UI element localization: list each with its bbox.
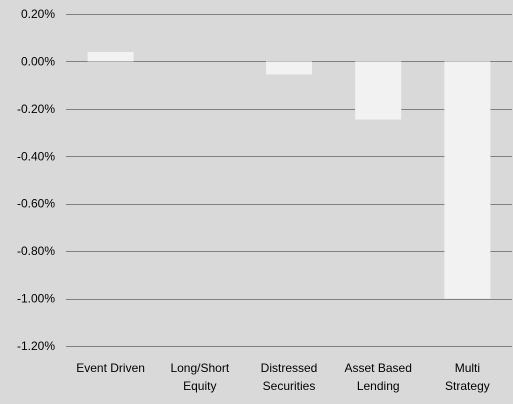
bars: [87, 51, 491, 299]
bar: [355, 61, 402, 120]
y-tick-label: -0.60%: [17, 197, 55, 211]
gridlines: [66, 14, 512, 347]
y-tick-label: -1.20%: [17, 339, 55, 353]
x-category-label: Event Driven: [76, 361, 145, 375]
y-tick-label: -0.40%: [17, 149, 55, 163]
bar: [444, 61, 491, 299]
x-category-label: Long/Short Equity: [170, 361, 229, 393]
x-axis-category-labels: Event Driven Long/Short Equity Distressed Se…: [76, 361, 490, 393]
y-tick-label: -0.80%: [17, 244, 55, 258]
y-axis-tick-labels: 0.20% 0.00% -0.20% -0.40% -0.60% -0.80% -1.00%…: [17, 7, 55, 353]
y-tick-label: -0.20%: [17, 102, 55, 116]
y-tick-label: 0.00%: [21, 54, 55, 68]
x-category-label: Multi Strategy: [445, 361, 490, 393]
y-tick-label: 0.20%: [21, 7, 55, 21]
y-tick-label: -1.00%: [17, 292, 55, 306]
x-category-label: Asset Based Lending: [345, 361, 412, 393]
bar: [266, 61, 312, 75]
bar: [87, 51, 134, 62]
x-category-label: Distressed Securities: [261, 361, 318, 393]
